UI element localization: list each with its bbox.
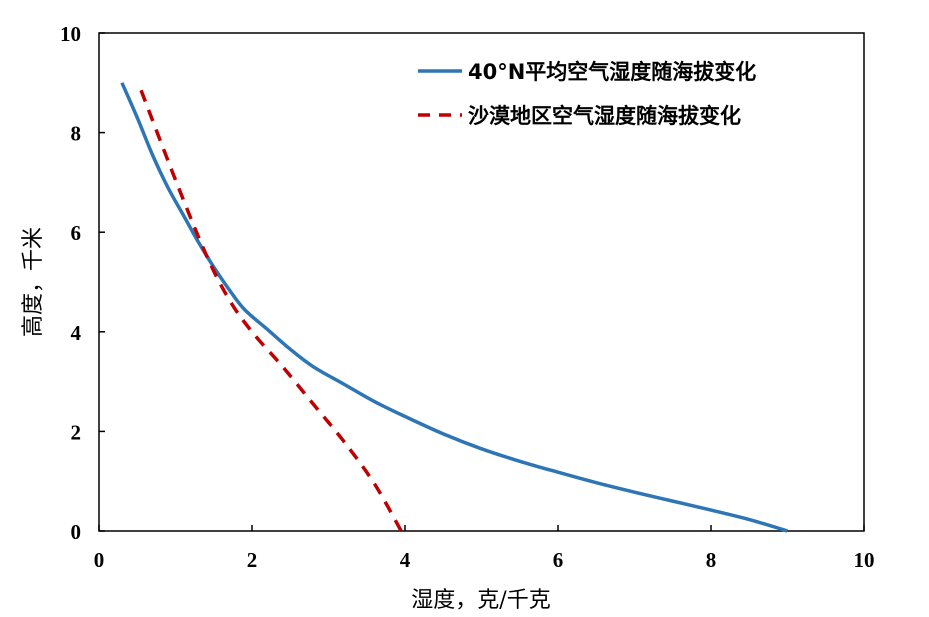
- y-tick-label: 6: [71, 221, 82, 245]
- x-axis-ticks: 0 2 4 6 8 10: [94, 525, 875, 572]
- y-tick-label: 4: [71, 321, 82, 345]
- plot-area-frame: [98, 32, 865, 532]
- series-line-40n-average: [120, 82, 789, 533]
- y-tick-label: 2: [71, 420, 82, 444]
- x-tick-label: 0: [94, 548, 105, 572]
- y-axis-title: 高度，千米: [21, 227, 46, 337]
- legend-label-40n: 40°N平均空气湿度随海拔变化: [468, 60, 756, 84]
- y-tick-label: 10: [60, 22, 81, 46]
- x-tick-label: 2: [247, 548, 258, 572]
- y-tick-label: 0: [71, 520, 82, 544]
- series-line-desert: [139, 89, 403, 532]
- x-tick-label: 4: [400, 548, 411, 572]
- x-tick-label: 6: [553, 548, 564, 572]
- x-tick-label: 8: [706, 548, 717, 572]
- legend-label-desert: 沙漠地区空气湿度随海拔变化: [468, 104, 741, 128]
- y-axis-ticks: 0 2 4 6 8 10: [60, 22, 105, 544]
- y-tick-label: 8: [71, 122, 82, 146]
- x-tick-label: 10: [854, 548, 875, 572]
- x-axis-title: 湿度，克/千克: [411, 588, 550, 613]
- series-layer: [120, 82, 789, 533]
- legend: 40°N平均空气湿度随海拔变化 沙漠地区空气湿度随海拔变化: [418, 60, 756, 128]
